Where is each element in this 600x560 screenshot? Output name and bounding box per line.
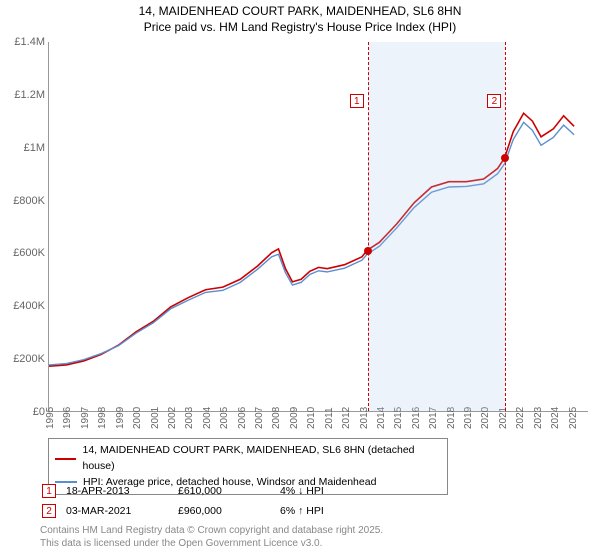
legend-label: 14, MAIDENHEAD COURT PARK, MAIDENHEAD, S… [82, 443, 441, 475]
arrow-up-icon [298, 505, 303, 517]
x-axis-tick: 2010 [306, 407, 317, 429]
sale-vline [505, 42, 506, 411]
sale-vline [368, 42, 369, 411]
title-line-2: Price paid vs. HM Land Registry's House … [0, 20, 600, 36]
x-axis-tick: 1996 [62, 407, 73, 429]
x-axis-tick: 2011 [324, 407, 335, 429]
title-line-1: 14, MAIDENHEAD COURT PARK, MAIDENHEAD, S… [0, 4, 600, 20]
arrow-down-icon [298, 485, 303, 497]
footer-line-2: This data is licensed under the Open Gov… [40, 537, 383, 550]
sale-marker-icon: 2 [42, 504, 56, 518]
sale-date: 18-APR-2013 [66, 482, 176, 500]
shaded-date-band [368, 42, 506, 411]
footer-attribution: Contains HM Land Registry data © Crown c… [40, 524, 383, 550]
x-axis-tick: 2025 [568, 407, 579, 429]
x-axis-tick: 2001 [150, 407, 161, 429]
x-axis-tick: 2009 [289, 407, 300, 429]
sale-price: £610,000 [178, 482, 278, 500]
x-axis-tick: 1997 [80, 407, 91, 429]
y-axis-tick: £800K [13, 195, 49, 207]
x-axis-tick: 1995 [45, 407, 56, 429]
x-axis-tick: 2022 [515, 407, 526, 429]
x-axis-tick: 2006 [237, 407, 248, 429]
x-axis-tick: 2003 [184, 407, 195, 429]
y-axis-tick: £600K [13, 247, 49, 259]
x-axis-tick: 2008 [271, 407, 282, 429]
sale-row: 1 18-APR-2013 £610,000 4% HPI [42, 482, 332, 500]
sale-date: 03-MAR-2021 [66, 502, 176, 520]
x-axis-tick: 2000 [132, 407, 143, 429]
x-axis-tick: 2007 [254, 407, 265, 429]
chart-title-block: 14, MAIDENHEAD COURT PARK, MAIDENHEAD, S… [0, 0, 600, 35]
sale-number-badge: 2 [487, 94, 501, 108]
x-axis-tick: 2012 [341, 407, 352, 429]
sale-delta: 6% HPI [280, 502, 332, 520]
y-axis-tick: £400K [13, 300, 49, 312]
legend-swatch [55, 458, 76, 460]
x-axis-tick: 1998 [97, 407, 108, 429]
sale-row: 2 03-MAR-2021 £960,000 6% HPI [42, 502, 332, 520]
chart-container: 14, MAIDENHEAD COURT PARK, MAIDENHEAD, S… [0, 0, 600, 560]
sale-point-marker [364, 247, 372, 255]
x-axis-tick: 2023 [533, 407, 544, 429]
legend-row: 14, MAIDENHEAD COURT PARK, MAIDENHEAD, S… [55, 443, 441, 475]
y-axis-tick: £1.4M [14, 36, 49, 48]
sale-point-marker [501, 154, 509, 162]
y-axis-tick: £1M [24, 142, 49, 154]
y-axis-tick: £1.2M [14, 89, 49, 101]
x-axis-tick: 2002 [167, 407, 178, 429]
sale-number-badge: 1 [350, 94, 364, 108]
x-axis-tick: 2005 [219, 407, 230, 429]
sale-marker-icon: 1 [42, 484, 56, 498]
series-svg [49, 42, 588, 411]
sale-delta: 4% HPI [280, 482, 332, 500]
x-axis-tick: 2024 [550, 407, 561, 429]
plot-area: £0£200K£400K£600K£800K£1M£1.2M£1.4M19951… [48, 42, 588, 412]
sales-table: 1 18-APR-2013 £610,000 4% HPI 2 03-MAR-2… [40, 480, 334, 522]
x-axis-tick: 2004 [202, 407, 213, 429]
footer-line-1: Contains HM Land Registry data © Crown c… [40, 524, 383, 537]
y-axis-tick: £200K [13, 353, 49, 365]
x-axis-tick: 1999 [115, 407, 126, 429]
sale-price: £960,000 [178, 502, 278, 520]
